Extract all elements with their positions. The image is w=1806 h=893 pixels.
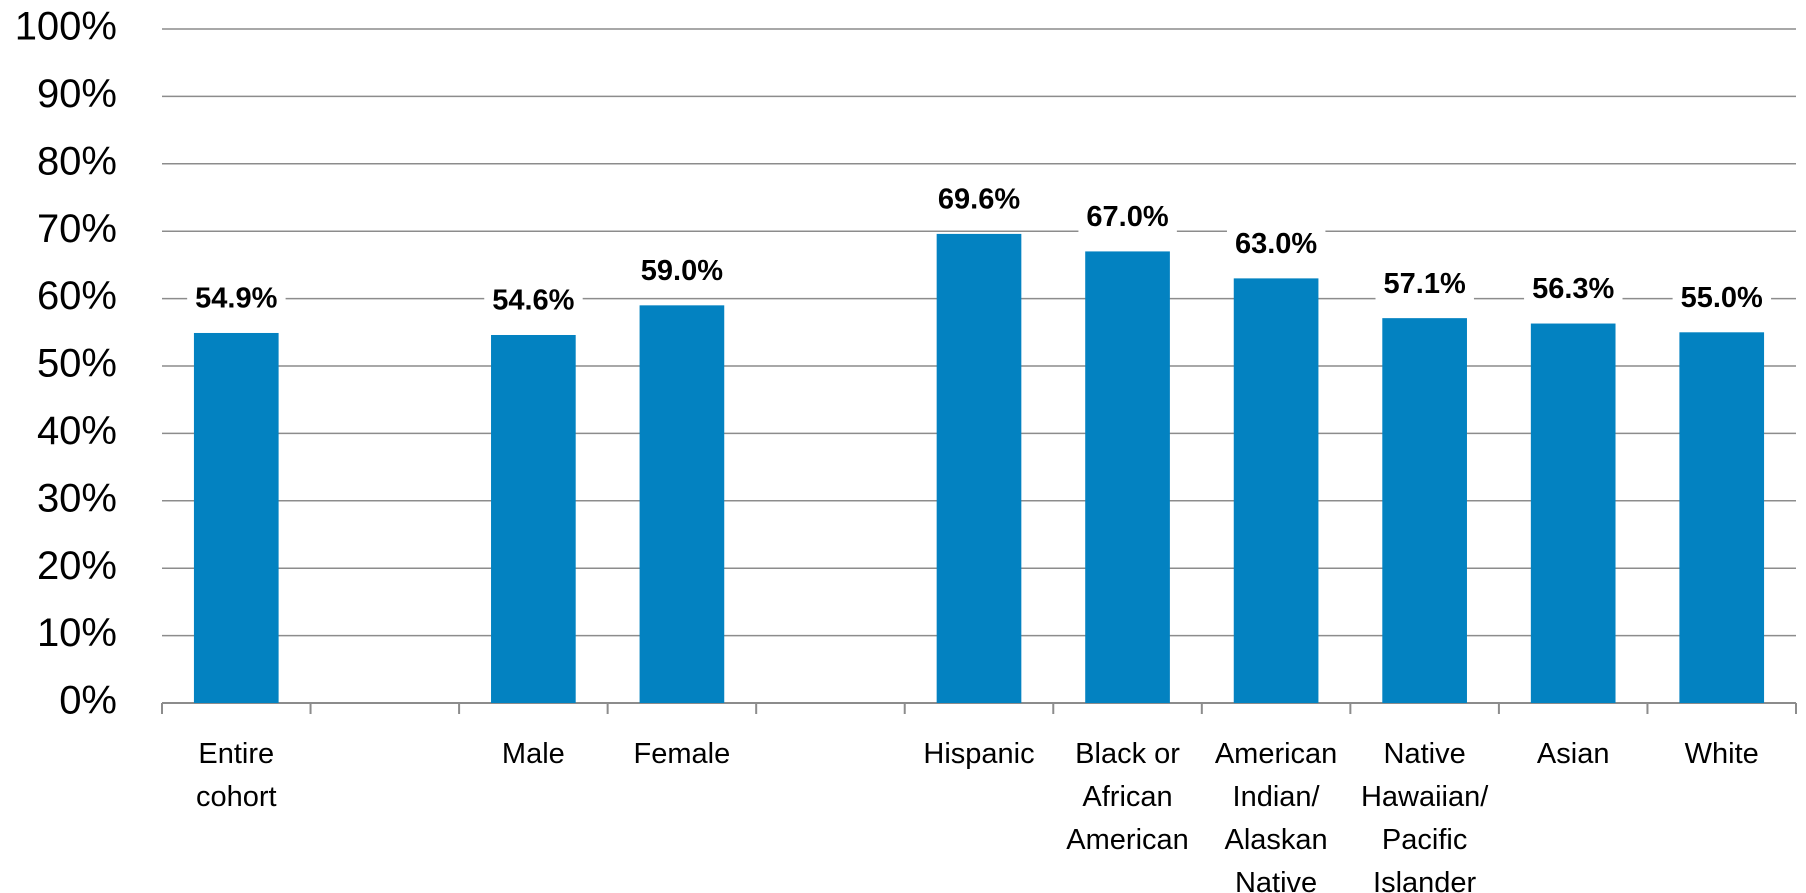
- bar: [1085, 251, 1170, 704]
- value-label-bg: [187, 282, 286, 315]
- value-label-bg: [1375, 267, 1474, 300]
- value-label-bg: [1078, 201, 1177, 234]
- bar: [639, 305, 725, 703]
- value-label: 54.6%: [492, 285, 574, 317]
- value-label: 57.1%: [1384, 268, 1466, 300]
- value-label-bg: [484, 284, 583, 317]
- value-label: 54.9%: [195, 283, 277, 315]
- value-label: 55.0%: [1681, 282, 1763, 314]
- value-label: 67.0%: [1086, 201, 1168, 233]
- x-tick-label: Black or African American: [1066, 738, 1189, 856]
- x-tick-label: Entire cohort: [196, 738, 277, 813]
- value-label: 56.3%: [1532, 273, 1614, 305]
- value-label-bg: [929, 183, 1029, 216]
- bar: [193, 332, 279, 703]
- value-label-bg: [1524, 273, 1623, 306]
- value-label-bg: [1672, 281, 1772, 314]
- value-label: 69.6%: [938, 184, 1020, 216]
- bar: [491, 334, 576, 703]
- y-tick-label: 50%: [37, 342, 117, 386]
- y-tick-label: 40%: [37, 409, 117, 453]
- y-tick-label: 100%: [15, 5, 117, 49]
- x-tick-label: Female: [634, 738, 731, 770]
- x-tick-label: Male: [502, 738, 565, 770]
- value-label: 59.0%: [641, 255, 723, 287]
- bar: [1382, 318, 1467, 703]
- bar: [1679, 332, 1765, 703]
- y-tick-label: 80%: [37, 139, 117, 183]
- x-tick-label: Asian: [1537, 738, 1610, 770]
- value-label-bg: [632, 254, 732, 287]
- x-tick-label: Native Hawaiian/Pacific Islander: [1361, 738, 1489, 893]
- y-tick-label: 10%: [37, 611, 117, 655]
- y-tick-label: 90%: [37, 72, 117, 116]
- y-tick-label: 0%: [59, 679, 117, 723]
- bar: [1233, 278, 1319, 703]
- value-label: 63.0%: [1235, 228, 1317, 260]
- value-label-bg: [1226, 228, 1326, 261]
- x-tick-label: White: [1685, 738, 1759, 770]
- y-tick-label: 70%: [37, 207, 117, 251]
- y-tick-label: 60%: [37, 274, 117, 318]
- bar: [1530, 323, 1616, 703]
- x-tick-label: American Indian/Alaskan Native: [1215, 738, 1338, 893]
- bar: [936, 233, 1022, 703]
- x-tick-label: Hispanic: [923, 738, 1034, 770]
- y-tick-label: 30%: [37, 476, 117, 520]
- y-tick-label: 20%: [37, 544, 117, 588]
